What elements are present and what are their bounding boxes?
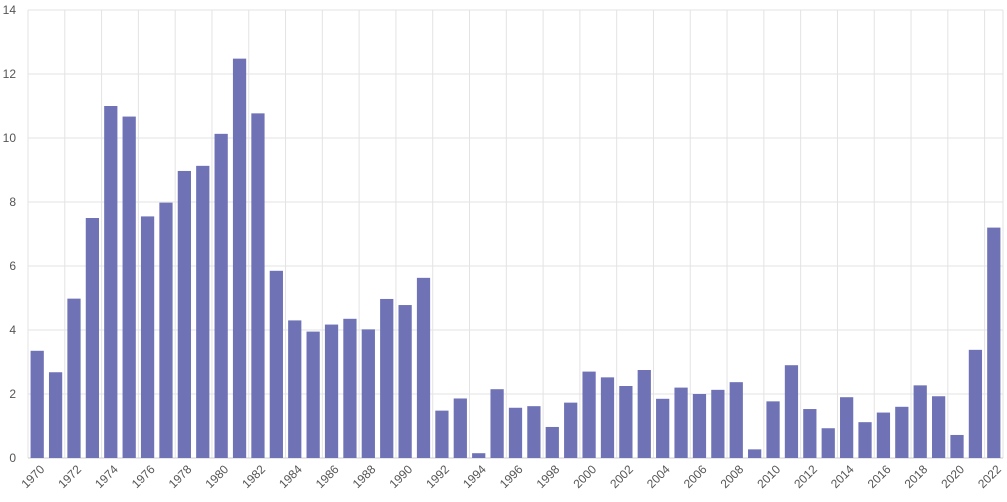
grid: [27, 9, 1004, 459]
bar: [269, 270, 283, 458]
x-tick-label: 1996: [497, 462, 526, 491]
bar: [140, 216, 155, 458]
bar: [122, 116, 136, 458]
bar: [840, 397, 854, 458]
bar: [324, 324, 339, 458]
bar: [674, 387, 688, 458]
bar: [582, 371, 596, 458]
bar: [380, 298, 394, 458]
bar: [30, 350, 44, 458]
bar: [766, 401, 780, 458]
bar: [398, 305, 412, 458]
x-tick-label: 2012: [791, 462, 820, 491]
y-axis-ticks: 0 2 4 6 8 10 12 14: [3, 3, 17, 465]
bar: [361, 329, 375, 458]
bar: [48, 372, 63, 458]
bar: [656, 398, 670, 458]
bar: [435, 410, 449, 458]
bar: [729, 382, 743, 458]
bar: [85, 218, 100, 458]
y-tick-label: 12: [3, 67, 17, 81]
x-tick-label: 2002: [607, 462, 636, 491]
bar: [453, 398, 467, 458]
x-tick-label: 1986: [313, 462, 342, 491]
x-tick-label: 1988: [350, 462, 379, 491]
bar: [968, 349, 983, 458]
bar: [564, 402, 578, 458]
y-tick-label: 14: [3, 3, 17, 17]
x-tick-label: 2014: [828, 462, 857, 491]
x-tick-label: 2010: [754, 462, 783, 491]
x-tick-label: 2016: [865, 462, 894, 491]
y-tick-label: 8: [9, 195, 16, 209]
x-tick-label: 1978: [166, 462, 195, 491]
bar: [343, 318, 357, 458]
bar: [288, 320, 302, 458]
x-tick-label: 2000: [570, 462, 599, 491]
bar: [67, 298, 81, 458]
x-tick-label: 2004: [644, 462, 673, 491]
x-tick-label: 1974: [92, 462, 121, 491]
x-tick-label: 1972: [55, 462, 84, 491]
x-tick-label: 2008: [718, 462, 747, 491]
x-tick-label: 1970: [19, 462, 48, 491]
bar: [159, 202, 173, 458]
x-tick-label: 1976: [129, 462, 158, 491]
y-tick-label: 6: [9, 259, 16, 273]
y-tick-label: 10: [3, 131, 17, 145]
y-tick-label: 4: [9, 323, 16, 337]
bar: [748, 449, 762, 458]
bar: [821, 428, 835, 458]
bar: [784, 365, 799, 458]
bar: [876, 412, 891, 458]
x-tick-label: 2022: [975, 462, 1004, 491]
bar: [508, 407, 523, 458]
x-tick-label: 1982: [239, 462, 268, 491]
bar: [251, 113, 265, 459]
bar: [306, 331, 320, 458]
bar: [895, 406, 909, 458]
bar: [490, 389, 504, 458]
x-tick-label: 2020: [938, 462, 967, 491]
bar: [619, 386, 633, 458]
bar: [545, 426, 559, 458]
bar: [527, 406, 541, 458]
bar: [232, 58, 247, 458]
bar: [711, 389, 725, 458]
x-tick-label: 1998: [534, 462, 563, 491]
bar: [196, 165, 210, 458]
x-axis-ticks: 1970 1972 1974 1976 1978 1980 1982 1984 1986 1988…: [19, 462, 1005, 491]
bar: [987, 227, 1001, 458]
bar: [472, 453, 486, 458]
x-tick-label: 1984: [276, 462, 305, 491]
x-tick-label: 1992: [423, 462, 452, 491]
bar: [803, 409, 817, 458]
bar: [214, 133, 228, 458]
x-tick-label: 1990: [386, 462, 415, 491]
bar: [950, 434, 964, 458]
bar: [858, 422, 872, 458]
bar: [913, 385, 927, 458]
bar: [177, 170, 191, 458]
bar: [416, 277, 431, 458]
x-tick-label: 2006: [681, 462, 710, 491]
x-tick-label: 2018: [902, 462, 931, 491]
bar: [692, 394, 707, 458]
bar: [637, 370, 651, 458]
bar: [600, 377, 615, 458]
y-tick-label: 0: [9, 451, 16, 465]
x-tick-label: 1994: [460, 462, 489, 491]
bar: [104, 106, 118, 458]
y-tick-label: 2: [9, 387, 16, 401]
bar: [931, 396, 946, 458]
bars: [30, 58, 1001, 459]
x-tick-label: 1980: [203, 462, 232, 491]
